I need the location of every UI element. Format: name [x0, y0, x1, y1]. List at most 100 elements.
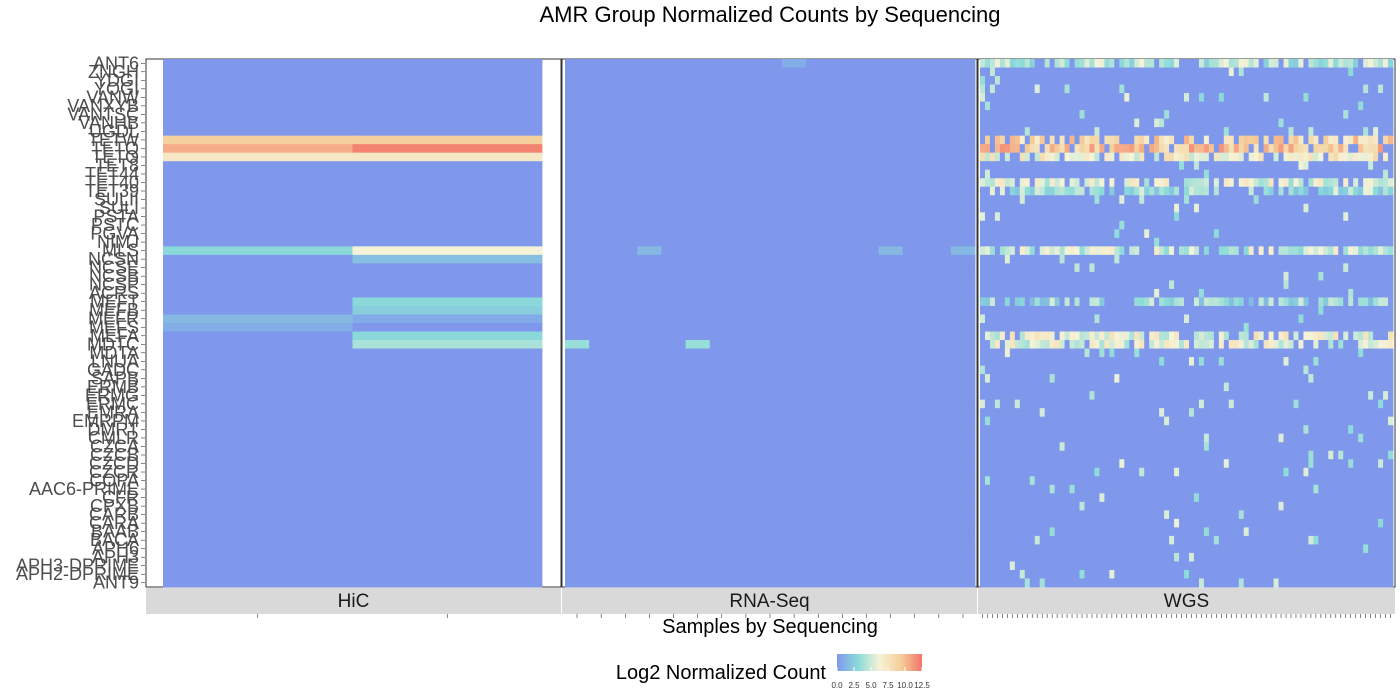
heatmap-cell — [352, 110, 543, 120]
heatmap-cell — [1368, 340, 1374, 349]
heatmap-cell — [1084, 59, 1090, 68]
heatmap-cell — [1368, 135, 1374, 145]
heatmap-cell — [1014, 374, 1021, 384]
heatmap-cell — [1044, 195, 1051, 205]
heatmap-cell — [757, 161, 783, 171]
heatmap-cell — [1014, 152, 1021, 162]
heatmap-cell — [1288, 408, 1294, 418]
heatmap-cell — [1383, 101, 1389, 111]
heatmap-cell — [1328, 348, 1334, 358]
heatmap-cell — [685, 144, 711, 154]
heatmap-cell — [757, 297, 783, 307]
heatmap-cell — [1318, 305, 1324, 315]
heatmap-cell — [1174, 408, 1180, 418]
heatmap-cell — [163, 127, 353, 137]
heatmap-cell — [1308, 237, 1314, 247]
heatmap-cell — [613, 84, 638, 94]
heatmap-cell — [1263, 246, 1270, 256]
heatmap-cell — [1094, 237, 1100, 247]
heatmap-cell — [1114, 195, 1120, 205]
heatmap-cell — [984, 297, 991, 307]
heatmap-cell — [1258, 408, 1265, 418]
heatmap-cell — [1019, 340, 1026, 349]
heatmap-cell — [999, 178, 1006, 188]
heatmap-cell — [1179, 152, 1185, 162]
heatmap-cell — [757, 254, 783, 264]
heatmap-cell — [1034, 288, 1041, 298]
heatmap-cell — [1004, 237, 1011, 247]
heatmap-cell — [1174, 186, 1180, 196]
heatmap-cell — [1069, 263, 1075, 273]
heatmap-cell — [854, 305, 879, 315]
heatmap-cell — [1388, 323, 1394, 332]
heatmap-cell — [806, 340, 831, 349]
heatmap-cell — [1124, 280, 1130, 290]
heatmap-cell — [1213, 152, 1220, 162]
heatmap-cell — [1238, 76, 1245, 85]
heatmap-cell — [1283, 93, 1289, 102]
heatmap-cell — [1144, 203, 1150, 213]
heatmap-cell — [1044, 425, 1051, 435]
heatmap-cell — [733, 186, 759, 196]
heatmap-cell — [854, 399, 879, 409]
heatmap-cell — [1363, 288, 1369, 298]
heatmap-cell — [1383, 382, 1389, 392]
heatmap-cell — [661, 118, 686, 128]
heatmap-cell — [1213, 331, 1220, 341]
heatmap-cell — [1343, 144, 1349, 154]
heatmap-cell — [830, 280, 855, 290]
heatmap-cell — [163, 408, 353, 418]
heatmap-cell — [1019, 101, 1026, 111]
heatmap-cell — [1079, 84, 1085, 94]
heatmap-cell — [1079, 152, 1085, 162]
heatmap-cell — [950, 220, 976, 230]
heatmap-cell — [1368, 67, 1374, 77]
heatmap-cell — [1069, 288, 1075, 298]
heatmap-cell — [1154, 186, 1160, 196]
heatmap-cell — [1004, 110, 1011, 120]
heatmap-cell — [1179, 323, 1185, 332]
heatmap-cell — [902, 297, 928, 307]
heatmap-cell — [1074, 382, 1080, 392]
heatmap-cell — [1124, 416, 1130, 426]
heatmap-cell — [1104, 169, 1110, 179]
heatmap-cell — [1009, 93, 1016, 102]
heatmap-cell — [1109, 195, 1115, 205]
y-tick-label: CZCB — [90, 445, 139, 465]
heatmap-cell — [1343, 84, 1349, 94]
heatmap-cell — [1014, 348, 1021, 358]
heatmap-cell — [1228, 220, 1235, 230]
heatmap-cell — [1164, 399, 1170, 409]
heatmap-cell — [1368, 186, 1374, 196]
heatmap-cell — [1283, 382, 1289, 392]
heatmap-cell — [1363, 348, 1369, 358]
heatmap-cell — [1079, 135, 1085, 145]
heatmap-cell — [613, 578, 638, 588]
heatmap-cell — [613, 280, 638, 290]
heatmap-cell — [1293, 127, 1299, 137]
heatmap-cell — [782, 67, 807, 77]
heatmap-cell — [1368, 357, 1374, 366]
heatmap-cell — [1203, 263, 1210, 273]
heatmap-cell — [1378, 237, 1384, 247]
heatmap-cell — [1193, 135, 1200, 145]
heatmap-cell — [1154, 195, 1160, 205]
heatmap-cell — [1238, 399, 1245, 409]
heatmap-cell — [589, 425, 614, 435]
heatmap-cell — [1139, 59, 1145, 68]
heatmap-cell — [1154, 340, 1160, 349]
heatmap-cell — [782, 101, 807, 111]
heatmap-cell — [989, 425, 996, 435]
heatmap-cell — [1383, 254, 1389, 264]
heatmap-cell — [984, 118, 991, 128]
heatmap-cell — [1233, 59, 1240, 68]
heatmap-cell — [757, 348, 783, 358]
heatmap-cell — [806, 280, 831, 290]
heatmap-cell — [1293, 348, 1299, 358]
heatmap-cell — [757, 493, 783, 503]
heatmap-cell — [1034, 305, 1041, 315]
heatmap-cell — [1144, 118, 1150, 128]
heatmap-cell — [1283, 391, 1289, 401]
heatmap-cell — [984, 169, 991, 179]
heatmap-cell — [878, 161, 904, 171]
